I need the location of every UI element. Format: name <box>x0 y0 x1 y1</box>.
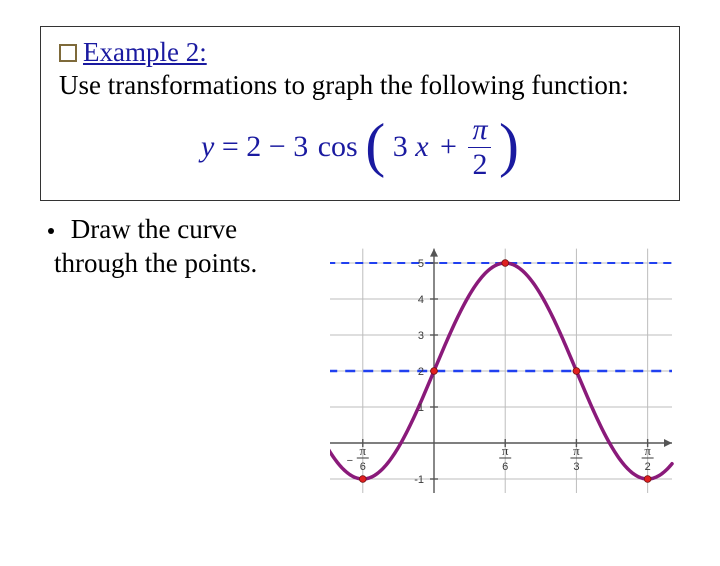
eq-frac-den: 2 <box>468 148 491 180</box>
svg-text:π: π <box>644 443 651 458</box>
eq-cos: cos <box>318 130 358 163</box>
svg-text:3: 3 <box>573 461 579 473</box>
eq-plus: + <box>440 130 457 163</box>
eq-fraction: π 2 <box>468 115 491 180</box>
svg-text:π: π <box>360 443 367 458</box>
example-title: Example 2: <box>83 37 207 67</box>
eq-const2: 3 <box>293 130 308 163</box>
eq-equals: = <box>222 130 239 163</box>
square-bullet-icon <box>59 44 77 62</box>
svg-text:π: π <box>573 443 580 458</box>
example-prompt: Use transformations to graph the followi… <box>59 70 661 101</box>
svg-text:2: 2 <box>645 461 651 473</box>
svg-text:3: 3 <box>418 330 424 342</box>
svg-text:6: 6 <box>502 461 508 473</box>
svg-text:2: 2 <box>418 366 424 378</box>
instruction-bullet: Draw the curve through the points. <box>54 213 300 493</box>
bullet-dot-icon <box>48 228 54 234</box>
transformation-chart: -112345−π6π6π3π2 <box>330 213 680 493</box>
equation: y = 2 − 3 cos ( 3 x + π 2 ) <box>59 115 661 184</box>
svg-text:−: − <box>347 455 353 467</box>
eq-lparen: ( <box>365 112 385 178</box>
svg-text:-1: -1 <box>414 474 424 486</box>
svg-text:1: 1 <box>418 402 424 414</box>
eq-frac-num: π <box>468 115 491 148</box>
eq-const1: 2 <box>246 130 261 163</box>
eq-minus: − <box>269 130 286 163</box>
eq-inner-coef: 3 <box>393 130 408 163</box>
svg-text:4: 4 <box>418 294 424 306</box>
eq-inner-var: x <box>415 130 428 163</box>
instruction-text: Draw the curve through the points. <box>54 214 257 278</box>
svg-text:π: π <box>502 443 509 458</box>
example-box: Example 2: Use transformations to graph … <box>40 26 680 201</box>
svg-text:6: 6 <box>360 461 366 473</box>
svg-text:5: 5 <box>418 258 424 270</box>
eq-lhs: y <box>201 130 214 163</box>
eq-rparen: ) <box>499 112 519 178</box>
